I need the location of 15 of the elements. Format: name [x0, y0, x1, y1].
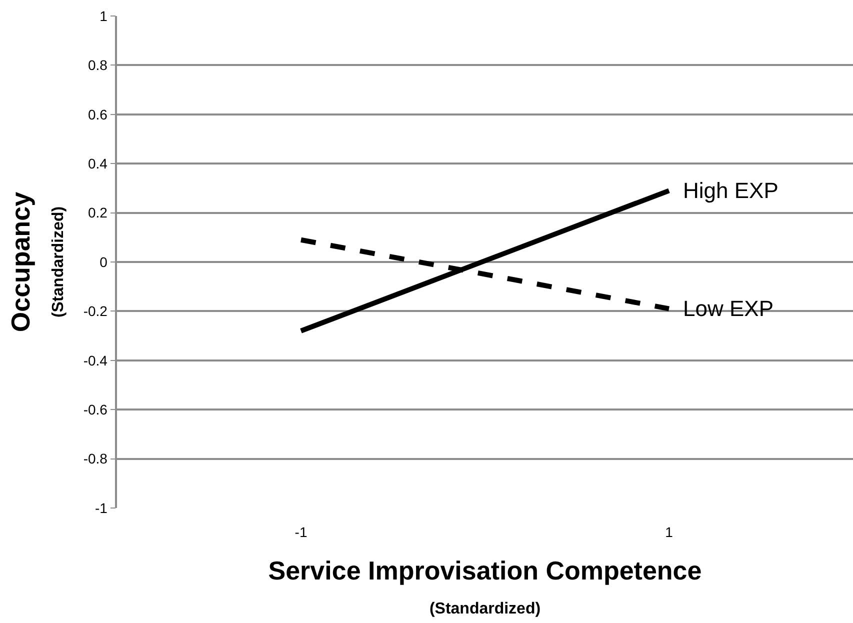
y-tick-label: -1	[94, 500, 108, 516]
y-tick-label: -0.4	[83, 352, 108, 368]
y-tick-label: 0.2	[88, 204, 108, 221]
y-tick-label: 0	[100, 254, 108, 270]
x-axis-title: Service Improvisation Competence (Standardized)	[268, 556, 702, 618]
y-tick-label: 0.4	[88, 156, 108, 172]
series-label: High EXP	[683, 178, 778, 203]
series-label: Low EXP	[683, 296, 774, 321]
y-tick-label: 1	[100, 8, 108, 24]
y-tick-label: 0.6	[88, 106, 108, 122]
y-tick-label: -0.6	[83, 402, 108, 418]
y-axis-title: Occupancy (Standardized)	[5, 191, 68, 332]
y-tick-label: 0.8	[88, 57, 108, 74]
y-tick-label: -0.8	[83, 450, 108, 467]
y-tick-label: -0.2	[83, 303, 108, 320]
